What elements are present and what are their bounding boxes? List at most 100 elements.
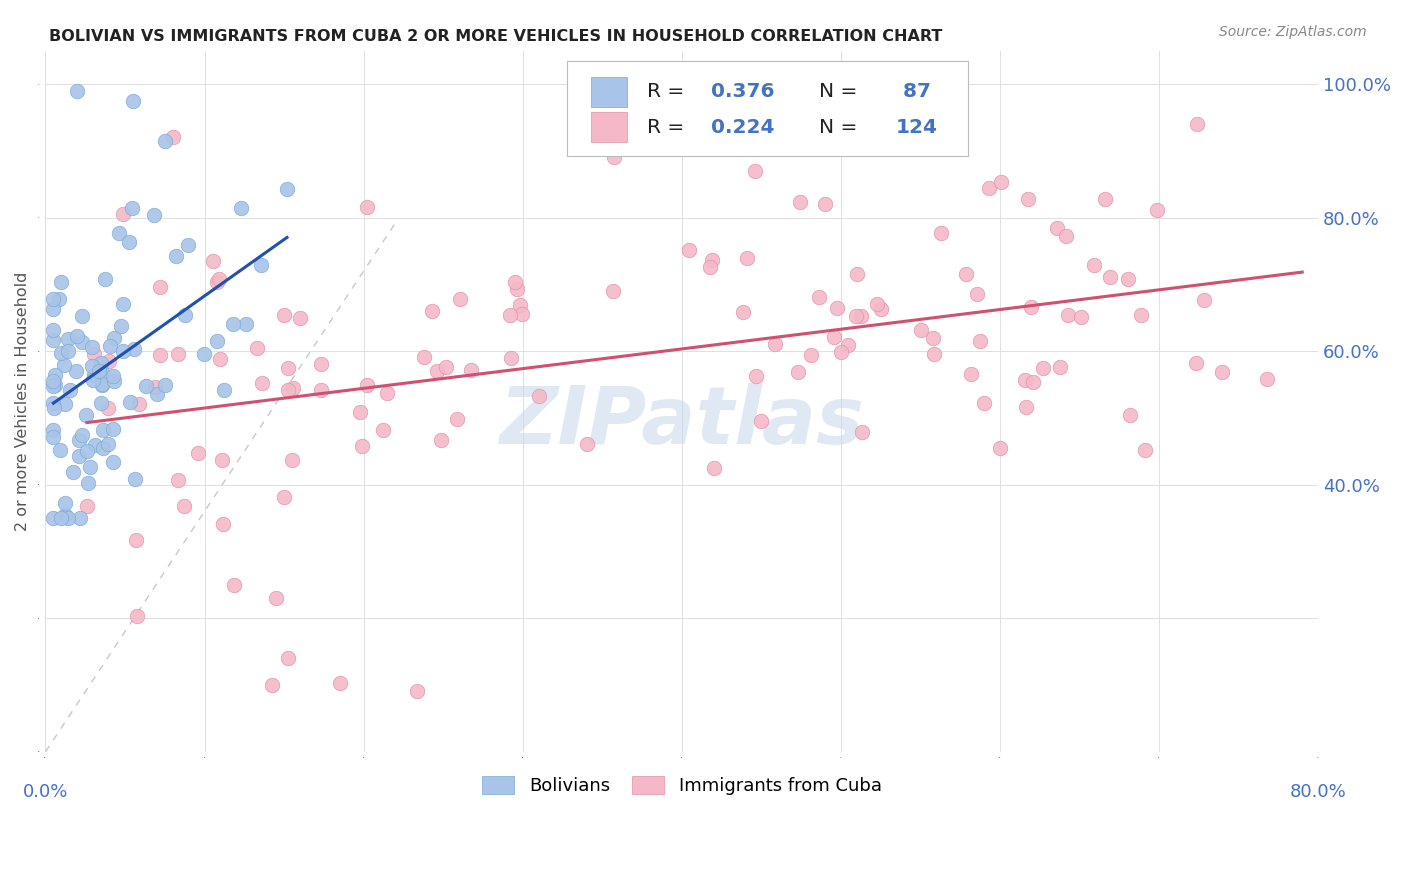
Point xyxy=(70,427,93,442)
Point xyxy=(763,337,786,351)
Point xyxy=(153,377,176,392)
Point xyxy=(329,676,352,690)
Point xyxy=(75,408,97,422)
Point xyxy=(76,499,98,513)
Point xyxy=(42,374,65,388)
Point xyxy=(128,397,150,411)
Point xyxy=(1146,203,1168,218)
Point xyxy=(460,363,482,377)
Point xyxy=(434,360,457,375)
Point xyxy=(977,181,1000,195)
Point xyxy=(264,591,287,605)
Point xyxy=(42,396,65,410)
Point xyxy=(87,364,110,378)
Point xyxy=(851,425,873,440)
Point xyxy=(193,346,215,360)
Text: 0.0%: 0.0% xyxy=(22,783,67,801)
Point xyxy=(1014,373,1036,387)
Text: N =: N = xyxy=(820,82,865,101)
Point xyxy=(603,150,626,164)
Point xyxy=(222,317,245,331)
Point xyxy=(929,227,952,241)
Point xyxy=(107,226,129,240)
Text: R =: R = xyxy=(647,119,692,137)
Point xyxy=(990,175,1012,189)
Point xyxy=(103,331,125,345)
FancyBboxPatch shape xyxy=(592,78,627,107)
Point xyxy=(277,361,299,376)
Point xyxy=(49,275,72,289)
Point xyxy=(845,309,868,323)
Point xyxy=(922,331,945,345)
Point xyxy=(124,342,146,356)
Point xyxy=(837,337,859,351)
Point xyxy=(82,373,104,387)
Point xyxy=(103,374,125,388)
Point xyxy=(273,308,295,322)
Point xyxy=(110,319,132,334)
Point xyxy=(90,396,112,410)
Point xyxy=(969,334,991,349)
Point xyxy=(678,243,700,257)
Point xyxy=(412,350,434,364)
Point xyxy=(90,365,112,379)
Point xyxy=(62,466,84,480)
Point xyxy=(42,301,65,316)
Point xyxy=(426,363,449,377)
Point xyxy=(1094,192,1116,206)
Point xyxy=(142,208,165,222)
Point xyxy=(1185,356,1208,370)
Point xyxy=(1046,220,1069,235)
Point xyxy=(69,511,91,525)
Point xyxy=(1098,270,1121,285)
Point xyxy=(751,414,773,428)
Text: 124: 124 xyxy=(896,119,938,137)
Point xyxy=(53,508,76,523)
Point xyxy=(870,302,893,317)
Point xyxy=(111,207,134,221)
Point xyxy=(83,347,105,361)
Text: 0.224: 0.224 xyxy=(711,119,775,137)
Point xyxy=(406,684,429,698)
Point xyxy=(787,365,810,379)
Point xyxy=(731,305,754,319)
Point xyxy=(702,252,724,267)
Point xyxy=(960,367,983,381)
Point xyxy=(145,386,167,401)
Point xyxy=(97,436,120,450)
Point xyxy=(699,260,721,274)
Point xyxy=(59,383,82,397)
Point xyxy=(212,383,235,397)
Point xyxy=(955,268,977,282)
Point xyxy=(745,368,768,383)
Point xyxy=(53,496,76,510)
Text: Source: ZipAtlas.com: Source: ZipAtlas.com xyxy=(1219,25,1367,39)
Point xyxy=(79,460,101,475)
Point xyxy=(1135,443,1157,458)
Point xyxy=(125,533,148,547)
Point xyxy=(67,449,90,463)
Point xyxy=(98,339,121,353)
Point xyxy=(449,292,471,306)
Point xyxy=(208,351,231,366)
Point xyxy=(1083,258,1105,272)
Point xyxy=(814,196,837,211)
Point xyxy=(67,434,90,448)
Point xyxy=(101,455,124,469)
Point xyxy=(207,275,229,289)
Point xyxy=(311,383,333,397)
Point xyxy=(1014,400,1036,414)
Point xyxy=(202,253,225,268)
Point xyxy=(42,292,65,306)
Point xyxy=(66,329,89,343)
Point xyxy=(124,472,146,486)
Point xyxy=(211,453,233,467)
Point xyxy=(173,499,195,513)
Point xyxy=(830,344,852,359)
Point xyxy=(800,347,823,361)
Point xyxy=(94,272,117,286)
Point xyxy=(83,438,105,452)
Point xyxy=(373,423,395,437)
Point xyxy=(174,309,197,323)
Point xyxy=(122,94,145,108)
